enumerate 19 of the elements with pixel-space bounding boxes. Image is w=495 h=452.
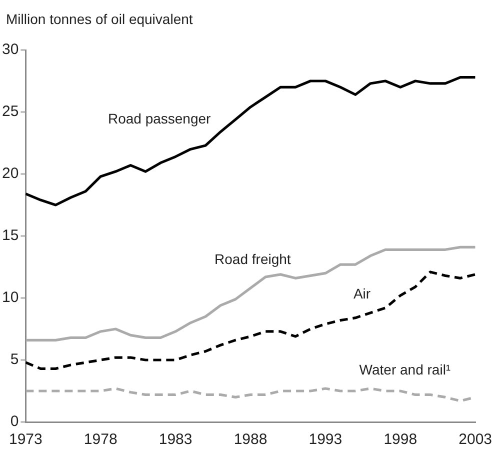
- series-label: Road freight: [214, 251, 291, 268]
- y-tick-label: 0: [10, 413, 19, 430]
- y-tick-label: 5: [10, 351, 19, 368]
- y-axis-title: Million tonnes of oil equivalent: [6, 11, 193, 27]
- y-tick-label: 15: [2, 227, 19, 244]
- y-tick-label: 30: [2, 41, 19, 58]
- series-label: Air: [353, 286, 371, 302]
- series-label: Water and rail¹: [359, 362, 451, 378]
- x-tick-label: 1978: [84, 431, 118, 448]
- x-tick-label: 2003: [458, 431, 492, 448]
- x-tick-label: 1988: [234, 431, 268, 448]
- x-tick-label: 1973: [8, 431, 42, 448]
- x-tick-label: 1993: [308, 431, 342, 448]
- y-tick-label: 25: [2, 103, 19, 120]
- x-tick-label: 1983: [158, 431, 192, 448]
- series-label: Road passenger: [108, 110, 212, 126]
- x-tick-label: 1998: [384, 431, 418, 448]
- y-tick-label: 10: [2, 289, 19, 306]
- y-tick-label: 20: [2, 165, 19, 182]
